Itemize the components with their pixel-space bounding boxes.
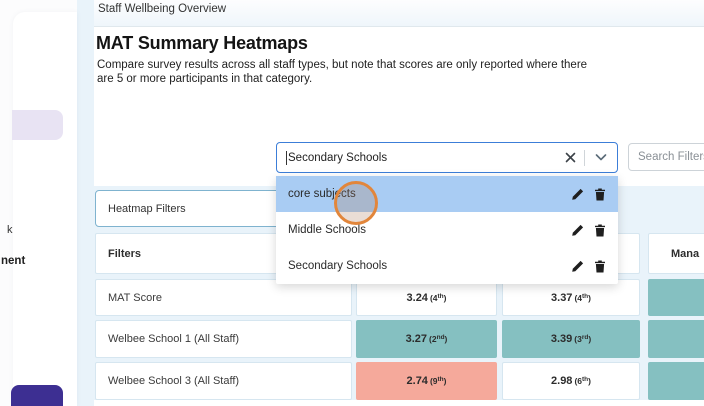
trash-icon[interactable] [594,188,606,201]
page-description: Compare survey results across all staff … [97,59,588,85]
page-gutter [77,0,94,406]
dropdown-item-middle-schools[interactable]: Middle Schools [276,212,618,248]
score-value: 3.39 [550,333,573,345]
row-label-mat-score: MAT Score [95,279,352,316]
trash-icon[interactable] [594,224,606,237]
score-rank: (3rd) [574,334,592,344]
score-rank: (4th) [429,292,447,303]
score-value: 3.27 [405,333,428,345]
score-cell: 3.27 (2nd) [356,320,497,358]
score-cell: 2.74 (9th) [356,362,497,400]
row-label-welbee-school-1: Welbee School 1 (All Staff) [95,320,352,358]
trash-icon[interactable] [594,260,606,273]
sidebar-item-selected[interactable] [12,110,63,140]
score-cell: 3.39 (3rd) [502,320,640,358]
dropdown-item-core-subjects[interactable]: core subjects [276,176,618,212]
score-rank: (4th) [574,292,591,303]
score-cell-clipped [648,279,704,316]
chevron-down-icon[interactable] [585,150,617,165]
row-label-welbee-school-3: Welbee School 3 (All Staff) [95,362,352,400]
score-rank: (2nd) [429,334,448,344]
score-value: 3.24 [406,291,428,304]
dropdown-item-label: Secondary Schools [288,260,388,272]
score-cell-clipped [648,362,704,400]
clear-icon[interactable] [561,148,584,167]
filter-combobox[interactable]: Secondary Schools [276,142,618,173]
pencil-icon[interactable] [571,188,584,201]
score-cell: 3.24 (4th) [356,279,497,316]
pencil-icon[interactable] [571,260,584,273]
score-cell: 3.37 (4th) [502,279,640,316]
breadcrumb-bar: Staff Wellbeing Overview [94,0,704,27]
click-indicator-circle [334,181,378,225]
score-rank: (9th) [429,376,447,386]
score-rank: (6th) [574,376,591,386]
score-cell: 2.98 (6th) [502,362,640,400]
filter-combobox-value: Secondary Schools [288,151,388,164]
sidebar-item-label-fragment: k [7,224,13,236]
breadcrumb: Staff Wellbeing Overview [98,3,227,15]
score-value: 2.98 [551,375,573,387]
sidebar-item-label-fragment: nent [1,255,26,267]
pencil-icon[interactable] [571,224,584,237]
dropdown-item-label: Middle Schools [288,224,366,236]
score-value: 3.37 [551,291,573,304]
input-divider [584,149,585,166]
column-header-management: Mana [648,233,704,274]
dropdown-item-secondary-schools[interactable]: Secondary Schools [276,248,618,284]
text-caret [286,150,287,165]
sidebar: k nent [1,12,77,406]
score-value: 2.74 [406,375,428,387]
search-filters-input[interactable] [628,143,704,171]
filter-dropdown-menu: core subjects Middle Schools [276,176,618,284]
page-title: MAT Summary Heatmaps [96,33,308,53]
heatmap-filters-label: Heatmap Filters [108,202,186,215]
score-cell-clipped [648,320,704,358]
sidebar-bottom-button[interactable] [11,385,63,406]
